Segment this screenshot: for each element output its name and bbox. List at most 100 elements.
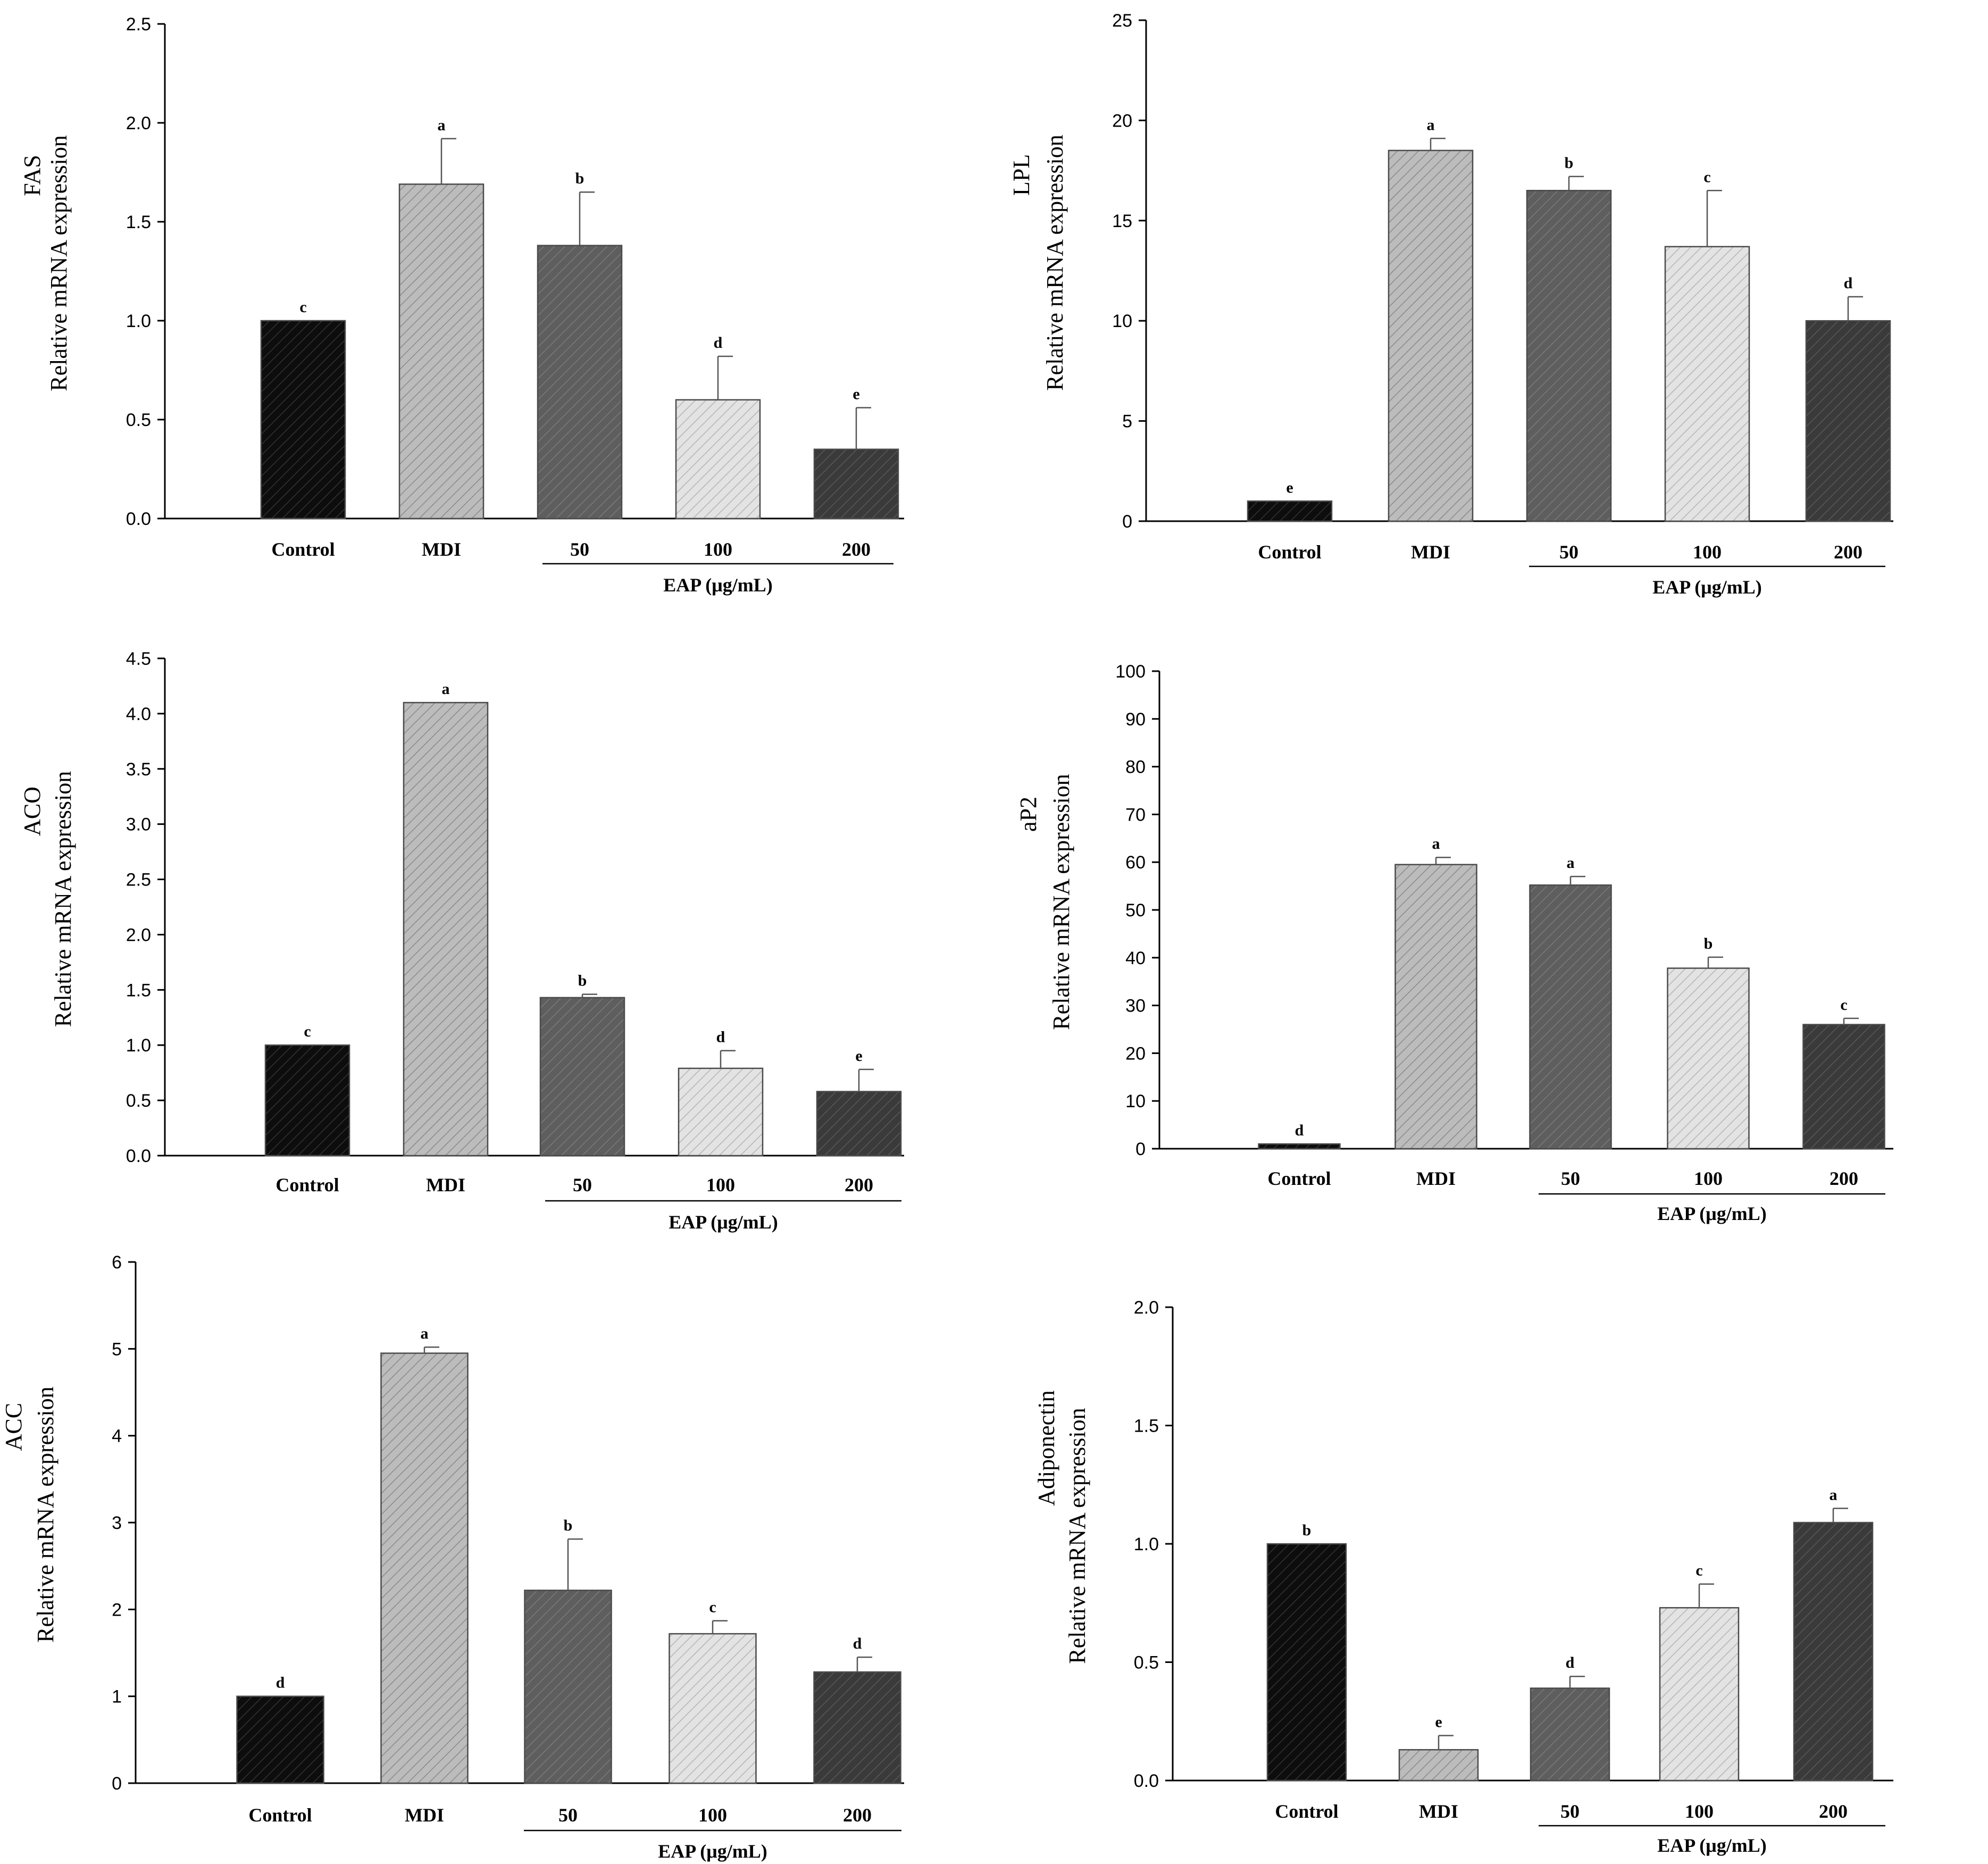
category-label: Control <box>275 1174 339 1196</box>
y-tick-label: 0.0 <box>1134 1771 1159 1791</box>
y-tick-label: 0.5 <box>126 410 151 430</box>
significance-letter: c <box>1840 996 1847 1014</box>
significance-letter: a <box>438 116 446 134</box>
group-label: EAP (μg/mL) <box>1657 1835 1766 1856</box>
significance-letter: e <box>853 386 859 403</box>
y-tick-label: 50 <box>1125 900 1146 921</box>
category-label: Control <box>271 539 335 560</box>
bar-100 <box>1667 967 1750 1150</box>
significance-letter: d <box>1566 1654 1575 1671</box>
y-tick-label: 0.5 <box>126 1091 151 1111</box>
significance-letter: e <box>1435 1713 1442 1731</box>
y-tick-label: 3.0 <box>126 815 151 835</box>
group-label: EAP (μg/mL) <box>1657 1203 1766 1224</box>
category-label: 50 <box>1561 1168 1580 1189</box>
y-tick-label: 0 <box>1122 512 1132 532</box>
significance-letter: c <box>299 298 306 316</box>
bar-200 <box>813 1671 901 1784</box>
y-tick-label: 1.0 <box>126 311 151 331</box>
y-tick-label: 0.0 <box>126 1146 151 1166</box>
category-label: 200 <box>1819 1801 1848 1822</box>
category-label: 50 <box>570 539 589 560</box>
bar-100 <box>675 399 761 520</box>
significance-letter: b <box>564 1517 573 1534</box>
significance-letter: b <box>1302 1522 1312 1539</box>
category-label: 200 <box>1834 541 1862 563</box>
category-label: 100 <box>706 1174 735 1196</box>
chart-panel-acc: 0 1 2 3 4 5 6 d Control a MDI b 50 c 100 d 200 EAP (μg/mL… <box>1 1252 904 1862</box>
y-tick-label: 2.0 <box>1134 1298 1159 1318</box>
y-tick-label: 3 <box>112 1513 122 1533</box>
chart-panel-lpl: 0 5 10 15 20 25 e Control a MDI b 50 c 100 d 200 EAP (μg… <box>1008 11 1893 598</box>
chart-panel-aco: 0.0 0.5 1.0 1.5 2.0 2.5 3.0 3.5 4.0 4.5 c Control a M… <box>19 649 904 1233</box>
y-tick-label: 1.5 <box>126 980 151 1000</box>
bar-mdi <box>403 701 489 1157</box>
y-axis-label: Relative mRNA expression <box>1048 774 1074 1030</box>
significance-letter: d <box>276 1674 285 1692</box>
category-label: 200 <box>1830 1168 1858 1189</box>
category-label: MDI <box>405 1804 444 1826</box>
category-label: Control <box>1267 1168 1331 1189</box>
bar-mdi <box>380 1352 469 1784</box>
category-label: Control <box>248 1804 312 1826</box>
chart-panel-ap2: 0 10 20 30 40 50 60 70 80 90 100 d Control a MDI a 50 b 10… <box>1015 662 1893 1224</box>
category-label: MDI <box>1419 1801 1458 1822</box>
significance-letter: c <box>304 1023 311 1040</box>
y-tick-label: 70 <box>1125 805 1146 825</box>
bar-control <box>260 320 346 520</box>
gene-label: LPL <box>1008 154 1034 196</box>
significance-letter: e <box>1286 479 1293 496</box>
significance-letter: d <box>714 334 723 352</box>
bar-200 <box>813 448 899 520</box>
y-tick-label: 0.0 <box>126 509 151 529</box>
y-tick-label: 1.5 <box>1134 1416 1159 1436</box>
category-label: 100 <box>698 1804 727 1826</box>
y-tick-label: 6 <box>112 1252 122 1273</box>
bar-200 <box>1793 1522 1874 1782</box>
bar-50 <box>524 1590 612 1784</box>
bar-control <box>1247 500 1333 522</box>
y-tick-label: 4 <box>112 1426 122 1447</box>
y-tick-label: 0 <box>112 1774 122 1794</box>
significance-letter: b <box>578 972 587 990</box>
category-label: 200 <box>842 539 871 560</box>
significance-letter: a <box>442 680 450 698</box>
significance-letter: b <box>1704 935 1713 952</box>
y-tick-label: 0 <box>1135 1139 1146 1159</box>
y-tick-label: 2.0 <box>126 925 151 945</box>
significance-letter: d <box>1844 274 1853 292</box>
y-tick-label: 20 <box>1125 1043 1146 1064</box>
significance-letter: b <box>1565 154 1574 172</box>
significance-letter: e <box>855 1047 862 1065</box>
y-tick-label: 1 <box>112 1687 122 1707</box>
y-tick-label: 90 <box>1125 709 1146 730</box>
bar-50 <box>1526 190 1612 522</box>
y-axis-label: Relative mRNA expression <box>1064 1408 1090 1664</box>
significance-letter: d <box>853 1635 862 1652</box>
category-label: MDI <box>422 539 461 560</box>
y-tick-label: 2.5 <box>126 870 151 890</box>
category-label: Control <box>1275 1801 1338 1822</box>
y-tick-label: 1.0 <box>126 1035 151 1056</box>
bar-control <box>1258 1143 1341 1150</box>
y-tick-label: 2 <box>112 1600 122 1620</box>
bar-mdi <box>398 183 485 520</box>
bar-200 <box>816 1091 902 1157</box>
bar-mdi <box>1394 864 1477 1150</box>
significance-letter: b <box>575 170 584 187</box>
significance-letter: a <box>1567 854 1575 872</box>
y-tick-label: 15 <box>1112 211 1132 231</box>
y-tick-label: 100 <box>1115 662 1146 682</box>
y-tick-label: 2.5 <box>126 14 151 35</box>
y-tick-label: 4.5 <box>126 649 151 669</box>
category-label: 100 <box>1694 1168 1723 1189</box>
category-label: 100 <box>704 539 732 560</box>
y-tick-label: 10 <box>1112 311 1132 331</box>
y-axis-label: Relative mRNA expression <box>1042 135 1068 391</box>
significance-letter: d <box>716 1029 725 1046</box>
category-label: Control <box>1258 541 1321 563</box>
chart-panel-adiponectin: 0.0 0.5 1.0 1.5 2.0 b Control e MDI d 50 c 100 a 200 EA… <box>1033 1298 1893 1856</box>
significance-letter: a <box>421 1325 429 1342</box>
category-label: 50 <box>1559 541 1578 563</box>
y-tick-label: 40 <box>1125 948 1146 968</box>
